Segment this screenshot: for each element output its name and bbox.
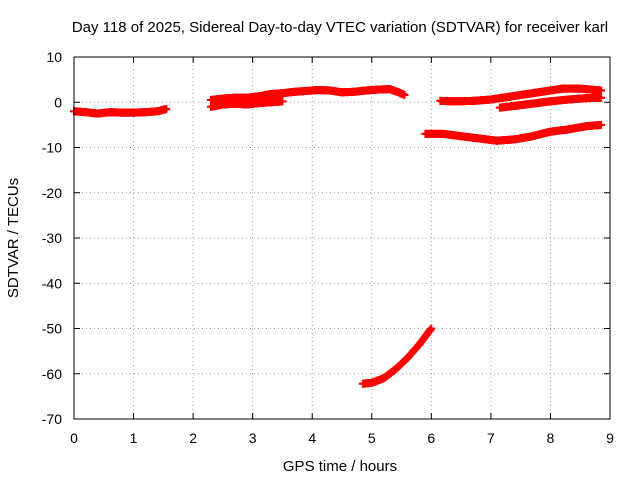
data-series <box>206 85 409 104</box>
x-tick-label: 1 <box>130 430 138 446</box>
x-tick-label: 8 <box>547 430 555 446</box>
x-tick-label: 0 <box>70 430 78 446</box>
y-tick-label: -70 <box>42 411 62 427</box>
data-point <box>278 97 287 106</box>
x-tick-label: 3 <box>249 430 257 446</box>
y-tick-label: 10 <box>46 49 62 65</box>
grid-lines <box>74 57 610 419</box>
axis-ticks <box>73 56 611 420</box>
y-tick-label: -10 <box>42 140 62 156</box>
x-tick-label: 9 <box>606 430 614 446</box>
data-series <box>436 84 606 106</box>
x-tick-labels: 0 1 2 3 4 5 6 7 8 9 <box>70 430 614 446</box>
x-tick-label: 7 <box>487 430 495 446</box>
y-axis-label: SDTVAR / TECUs <box>5 178 22 298</box>
chart-title: Day 118 of 2025, Sidereal Day-to-day VTE… <box>72 19 608 36</box>
data-point <box>400 91 409 100</box>
data-series <box>70 105 171 118</box>
y-tick-label: -40 <box>42 275 62 291</box>
data-series <box>495 93 606 112</box>
data-point <box>597 93 606 102</box>
x-tick-label: 6 <box>427 430 435 446</box>
data-series <box>421 120 606 145</box>
y-tick-label: -30 <box>42 230 62 246</box>
data-points <box>70 84 606 388</box>
y-tick-labels: 10 0 -10 -20 -30 -40 -50 -60 -70 <box>42 49 62 427</box>
y-tick-label: -20 <box>42 185 62 201</box>
x-tick-label: 4 <box>308 430 316 446</box>
data-point <box>597 120 606 129</box>
y-tick-label: -50 <box>42 321 62 337</box>
data-point <box>427 324 436 333</box>
data-point <box>597 86 606 95</box>
x-tick-label: 2 <box>189 430 197 446</box>
data-point <box>162 105 171 114</box>
y-tick-label: 0 <box>54 94 62 110</box>
y-tick-label: -60 <box>42 366 62 382</box>
x-tick-label: 5 <box>368 430 376 446</box>
x-axis-label: GPS time / hours <box>283 458 397 475</box>
data-series <box>358 324 436 388</box>
